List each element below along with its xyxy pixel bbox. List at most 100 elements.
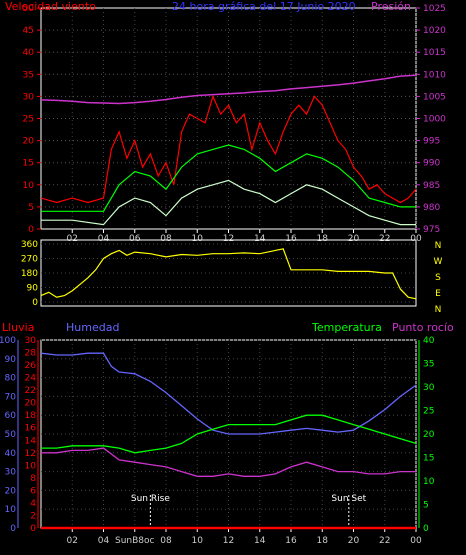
direction-tick-label: 90 xyxy=(27,284,39,294)
wind-x-tick-label: 22 xyxy=(379,234,390,244)
rain-tick-label: 2 xyxy=(30,511,36,521)
humidity-x-tick-label: 14 xyxy=(254,536,266,546)
humidity-x-tick-label: 12 xyxy=(223,536,234,546)
wind-tick-label: 15 xyxy=(23,159,34,169)
temperature-tick-label: 25 xyxy=(423,407,434,417)
rain-axis-label: Lluvia xyxy=(2,321,34,334)
pressure-y-ticks: 975 980 985 990 995 1000 1005 1010 1015 1020 1025 xyxy=(416,4,446,235)
sun-annotation-label: Sun Set xyxy=(331,494,366,504)
rain-tick-label: 26 xyxy=(25,361,37,371)
humidity-x-tick-label: 04 xyxy=(98,536,110,546)
wind-x-tick-label: 02 xyxy=(67,234,78,244)
humidity-tick-label: 50 xyxy=(5,430,17,440)
wind-x-tick-label: 18 xyxy=(317,234,329,244)
humidity-x-tick-label: 00 xyxy=(410,536,422,546)
humidity-series-line xyxy=(41,414,417,454)
humidity-series-line xyxy=(41,447,416,477)
direction-series xyxy=(40,248,417,300)
pressure-tick-label: 975 xyxy=(423,225,440,235)
direction-y-ticks: 360 270 180 90 0 xyxy=(21,240,38,308)
rain-tick-label: 14 xyxy=(25,436,37,446)
humidity-tick-label: 30 xyxy=(5,468,17,478)
direction-series-line xyxy=(40,248,417,300)
compass-label: N xyxy=(435,305,442,315)
humidity-tick-label: 20 xyxy=(5,486,17,496)
humidity-series-line xyxy=(40,352,417,435)
wind-axis-label: Velocidad viento xyxy=(5,0,96,13)
pressure-tick-label: 1015 xyxy=(423,48,446,58)
wind-tick-label: 40 xyxy=(23,48,35,58)
humidity-x-tick-label: 02 xyxy=(67,536,78,546)
rain-tick-label: 0 xyxy=(30,524,36,534)
wind-x-tick-label: 06 xyxy=(129,234,141,244)
humidity-x-tick-label: 16 xyxy=(285,536,297,546)
wind-x-tick-label: 08 xyxy=(160,234,172,244)
pressure-tick-label: 990 xyxy=(423,159,440,169)
rain-tick-label: 30 xyxy=(25,336,37,346)
wind-series-line xyxy=(41,179,416,226)
wind-tick-label: 0 xyxy=(28,225,34,235)
rain-tick-label: 4 xyxy=(30,499,36,509)
direction-tick-label: 180 xyxy=(21,269,38,279)
wind-series-line xyxy=(41,144,416,212)
wind-tick-label: 25 xyxy=(23,115,34,125)
rain-tick-label: 20 xyxy=(25,399,37,409)
wind-tick-label: 10 xyxy=(23,181,35,191)
pressure-tick-label: 980 xyxy=(423,203,440,213)
temperature-tick-label: 15 xyxy=(423,454,434,464)
wind-tick-label: 35 xyxy=(23,70,34,80)
wind-x-tick-label: 16 xyxy=(285,234,297,244)
direction-tick-label: 270 xyxy=(21,255,38,265)
pressure-tick-label: 1000 xyxy=(423,115,446,125)
chart-title: 24 hora gráfica del 17 Junio 2020 xyxy=(172,0,356,13)
rain-tick-label: 18 xyxy=(25,411,37,421)
wind-x-tick-label: 20 xyxy=(348,234,360,244)
temperature-tick-label: 40 xyxy=(423,336,435,346)
rain-tick-label: 22 xyxy=(25,386,36,396)
humidity-axes: 0102030405060708090100024681012141618202… xyxy=(0,336,435,534)
compass-label: S xyxy=(435,273,441,283)
wind-x-ticks: 02 04 06 08 10 12 14 16 18 20 22 00 xyxy=(67,229,422,244)
wind-pressure-panel: Velocidad viento 24 hora gráfica del 17 … xyxy=(5,0,446,244)
rain-tick-label: 28 xyxy=(25,349,37,359)
wind-grid xyxy=(41,8,417,229)
rain-tick-label: 10 xyxy=(25,461,37,471)
wind-x-tick-label: 12 xyxy=(223,234,234,244)
humidity-x-tick-label: SunB8oc xyxy=(115,536,155,546)
pressure-tick-label: 995 xyxy=(423,137,440,147)
humidity-x-ticks: 02 04 SunB8oc 08 10 12 14 16 18 20 22 00 xyxy=(67,528,422,546)
humidity-x-tick-label: 10 xyxy=(192,536,204,546)
dewpoint-axis-label: Punto rocío xyxy=(392,321,454,334)
humidity-tick-label: 90 xyxy=(5,355,17,365)
wind-x-tick-label: 14 xyxy=(254,234,266,244)
humidity-tick-label: 40 xyxy=(5,449,17,459)
wind-x-tick-label: 10 xyxy=(192,234,204,244)
direction-grid xyxy=(41,243,416,303)
humidity-tick-label: 100 xyxy=(0,336,16,346)
pressure-axis-label: Presión xyxy=(371,0,411,13)
humidity-axis-label: Humedad xyxy=(66,321,119,334)
temperature-tick-label: 5 xyxy=(423,501,429,511)
temperature-tick-label: 35 xyxy=(423,360,434,370)
rain-tick-label: 8 xyxy=(30,474,36,484)
humidity-x-tick-label: 08 xyxy=(160,536,172,546)
direction-tick-label: 0 xyxy=(32,298,38,308)
temperature-tick-label: 20 xyxy=(423,430,435,440)
humidity-x-tick-label: 18 xyxy=(317,536,329,546)
wind-series-line xyxy=(40,74,417,105)
pressure-tick-label: 1025 xyxy=(423,4,446,14)
pressure-tick-label: 985 xyxy=(423,181,440,191)
wind-series xyxy=(40,74,417,226)
rain-tick-label: 12 xyxy=(25,449,36,459)
wind-x-tick-label: 04 xyxy=(98,234,110,244)
wind-x-tick-label: 00 xyxy=(410,234,422,244)
wind-tick-label: 45 xyxy=(23,26,34,36)
humidity-series xyxy=(40,352,417,530)
wind-tick-label: 20 xyxy=(23,137,35,147)
direction-tick-label: 360 xyxy=(21,240,38,250)
humidity-tick-label: 10 xyxy=(5,505,17,515)
temperature-tick-label: 0 xyxy=(423,524,429,534)
